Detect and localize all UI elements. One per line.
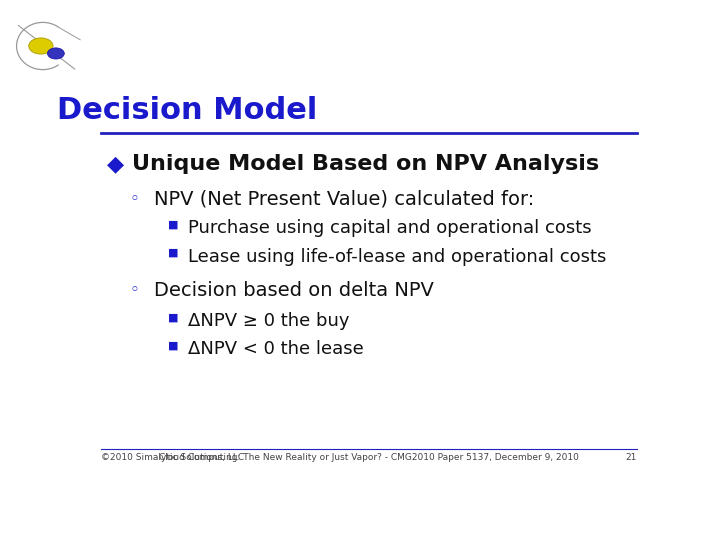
Text: Decision Model: Decision Model <box>58 96 318 125</box>
Circle shape <box>29 38 53 54</box>
Text: ■: ■ <box>168 341 179 350</box>
Text: ΔNPV ≥ 0 the buy: ΔNPV ≥ 0 the buy <box>188 312 349 330</box>
Text: ◆: ◆ <box>107 154 124 174</box>
Text: ©2010 Simalytic Solutions, LLC: ©2010 Simalytic Solutions, LLC <box>101 453 244 462</box>
Text: Purchase using capital and operational costs: Purchase using capital and operational c… <box>188 219 591 238</box>
Text: Lease using life-of-lease and operational costs: Lease using life-of-lease and operationa… <box>188 248 606 266</box>
Text: Cloud Computing: The New Reality or Just Vapor? - CMG2010 Paper 5137, December 9: Cloud Computing: The New Reality or Just… <box>159 453 579 462</box>
Circle shape <box>48 48 64 59</box>
Text: ΔNPV < 0 the lease: ΔNPV < 0 the lease <box>188 341 364 359</box>
Text: ■: ■ <box>168 219 179 230</box>
Text: ◦: ◦ <box>129 281 139 299</box>
Text: NPV (Net Present Value) calculated for:: NPV (Net Present Value) calculated for: <box>154 190 534 208</box>
Text: 21: 21 <box>626 453 637 462</box>
Text: Decision based on delta NPV: Decision based on delta NPV <box>154 281 434 300</box>
Text: Unique Model Based on NPV Analysis: Unique Model Based on NPV Analysis <box>132 154 599 174</box>
Text: ■: ■ <box>168 312 179 322</box>
Text: ◦: ◦ <box>129 190 139 207</box>
Text: ■: ■ <box>168 248 179 258</box>
